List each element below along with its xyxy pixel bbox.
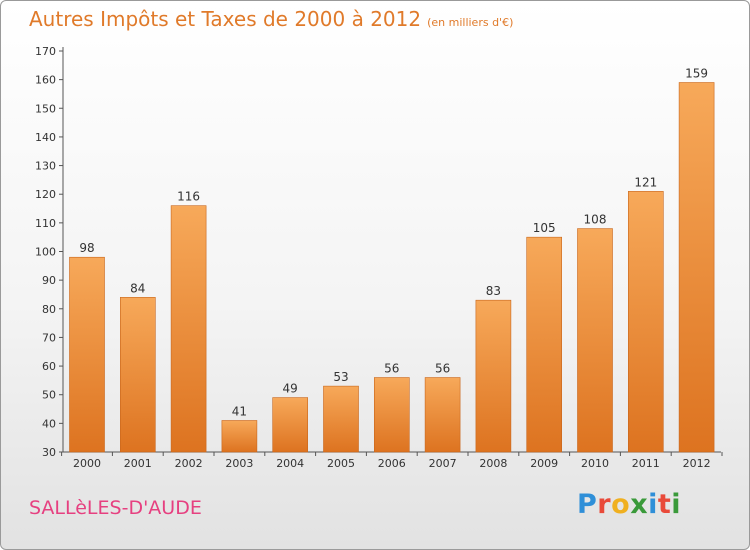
x-tick-label-2009: 2009: [530, 457, 558, 470]
chart-subtitle: (en milliers d'€): [427, 16, 514, 29]
bar-2010: [577, 228, 613, 453]
x-tick-label-2011: 2011: [632, 457, 660, 470]
x-tick-label-2007: 2007: [429, 457, 457, 470]
data-label-2002: 116: [177, 190, 200, 204]
bar-2008: [475, 299, 512, 453]
y-tick-label: 50: [42, 389, 56, 402]
data-label-2012: 159: [685, 67, 708, 81]
y-tick-label: 120: [35, 188, 56, 201]
y-tick-label: 80: [42, 303, 56, 316]
x-tick-label-2006: 2006: [378, 457, 406, 470]
data-label-2003: 41: [232, 404, 247, 418]
logo-letter: o: [611, 489, 631, 520]
x-tick-label-2005: 2005: [327, 457, 355, 470]
data-label-2006: 56: [384, 362, 399, 376]
y-tick-label: 100: [35, 246, 56, 259]
x-tick-label-2004: 2004: [276, 457, 304, 470]
x-tick-label-2012: 2012: [683, 457, 711, 470]
chart-axes: 30 40 50 60 70 80 90 100 110 120 130 140 150 160 170: [35, 45, 723, 459]
bar-2006: [373, 377, 410, 453]
logo-letter: i: [671, 489, 682, 520]
y-tick-label: 90: [42, 274, 56, 287]
x-tick-label-2010: 2010: [581, 457, 609, 470]
y-tick-label: 60: [42, 360, 56, 373]
y-tick-label: 170: [35, 45, 56, 58]
data-label-2005: 53: [333, 370, 348, 384]
x-tick-label-2002: 2002: [175, 457, 203, 470]
y-tick-label: 110: [35, 217, 56, 230]
bar-2004: [272, 397, 309, 453]
logo-letter: x: [630, 489, 649, 520]
chart-bars: [69, 82, 715, 453]
bar-2003: [221, 420, 258, 453]
data-label-2004: 49: [283, 382, 298, 396]
bar-2007: [424, 377, 461, 453]
bar-2011: [627, 191, 664, 453]
proxiti-logo: Proxiti: [577, 489, 681, 520]
data-label-2009: 105: [533, 221, 556, 235]
bar-2009: [526, 236, 563, 453]
y-tick-label: 160: [35, 74, 56, 87]
y-tick-label: 150: [35, 102, 56, 115]
x-tick-label-2000: 2000: [73, 457, 101, 470]
chart-labels: 98 2000 84 2001 116 2002 41 2003 49 2004 53 2005 56 2…: [73, 67, 711, 470]
data-label-2011: 121: [634, 175, 657, 189]
logo-letter: t: [657, 489, 672, 520]
data-label-2000: 98: [79, 241, 94, 255]
bar-2005: [323, 385, 359, 453]
logo-letter: P: [577, 489, 598, 520]
data-label-2010: 108: [584, 213, 607, 227]
bar-2002: [170, 205, 207, 453]
commune-name: SALLèLES-D'AUDE: [29, 497, 202, 519]
x-tick-label-2003: 2003: [225, 457, 253, 470]
bar-2001: [120, 297, 156, 453]
y-tick-label: 40: [42, 417, 56, 430]
x-tick-label-2008: 2008: [479, 457, 507, 470]
logo-letter: i: [648, 489, 658, 520]
data-label-2007: 56: [435, 362, 450, 376]
y-tick-label: 140: [35, 131, 56, 144]
data-label-2001: 84: [130, 281, 145, 295]
bar-2012: [678, 82, 715, 453]
data-label-2008: 83: [486, 284, 501, 298]
y-tick-label: 130: [35, 160, 56, 173]
y-tick-label: 70: [42, 331, 56, 344]
logo-letter: r: [597, 489, 612, 520]
bar-2000: [69, 256, 105, 453]
chart-title: Autres Impôts et Taxes de 2000 à 2012 (en…: [29, 7, 514, 31]
y-tick-label: 30: [42, 446, 56, 459]
x-tick-label-2001: 2001: [124, 457, 152, 470]
